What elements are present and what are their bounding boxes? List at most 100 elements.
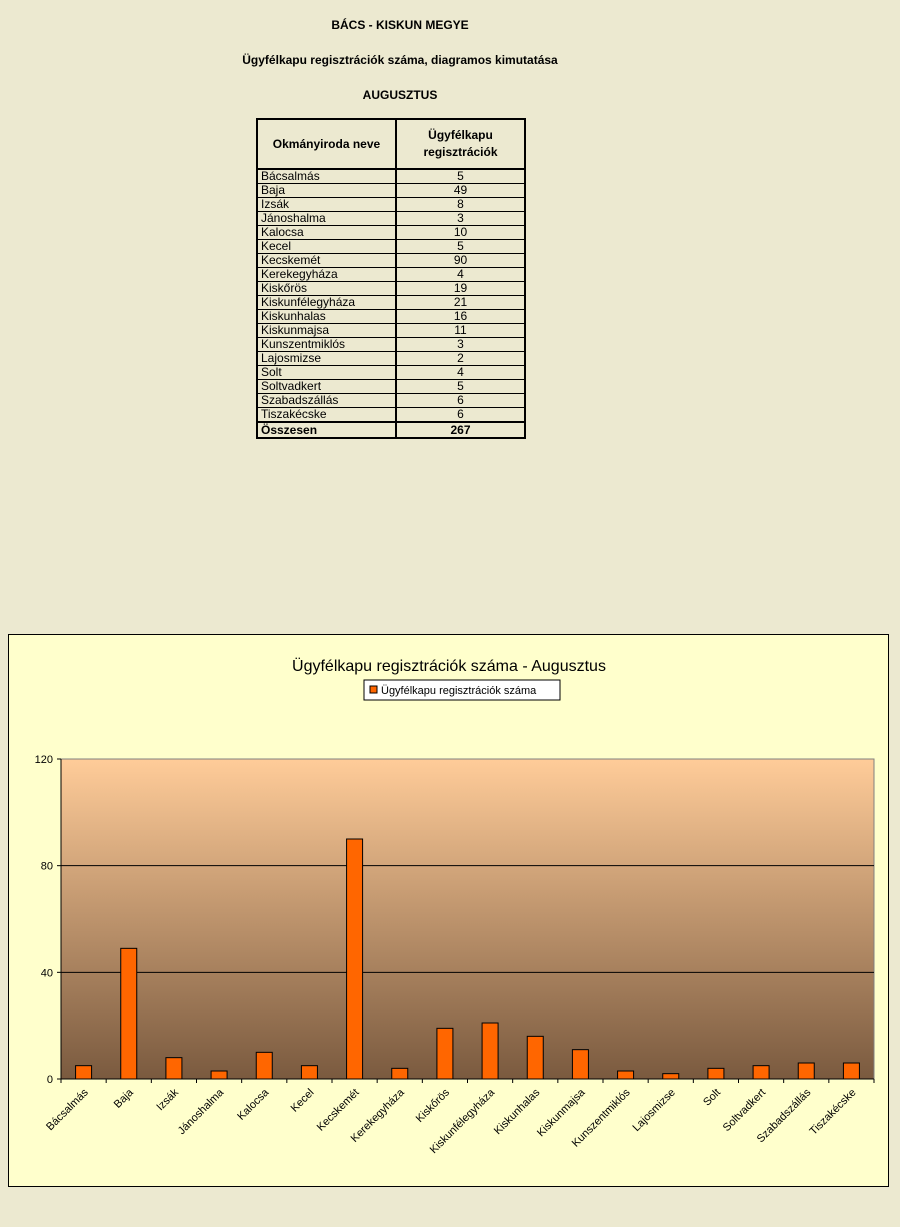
- table-row: Szabadszállás 6: [256, 393, 526, 408]
- bar: [481, 1022, 499, 1080]
- x-tick-label: Kecskemét: [315, 1087, 362, 1134]
- registrations-cell: 4: [395, 365, 526, 380]
- x-tick-label: Baja: [112, 1086, 137, 1111]
- office-name-cell: Jánoshalma: [256, 211, 397, 226]
- bar: [75, 1065, 93, 1080]
- registrations-cell: 19: [395, 281, 526, 296]
- bar-chart: Ügyfélkapu regisztrációk száma - Auguszt…: [35, 657, 875, 1156]
- registrations-cell: 2: [395, 351, 526, 366]
- bar: [662, 1073, 680, 1080]
- registrations-table: Okmányiroda neve Ügyfélkapu regisztráció…: [256, 118, 526, 439]
- table-row: Jánoshalma 3: [256, 211, 526, 226]
- office-name-cell: Baja: [256, 183, 397, 198]
- table-row: Bácsalmás 5: [256, 168, 526, 184]
- office-name-cell: Kiskunmajsa: [256, 323, 397, 338]
- bar: [752, 1065, 770, 1080]
- total-value: 267: [395, 421, 526, 439]
- chart-area: Ügyfélkapu regisztrációk száma - Auguszt…: [8, 634, 889, 1187]
- x-tick-label: Soltvadkert: [721, 1087, 768, 1134]
- report-subtitle: Ügyfélkapu regisztrációk száma, diagramo…: [242, 53, 558, 67]
- registrations-cell: 49: [395, 183, 526, 198]
- bar: [797, 1062, 815, 1080]
- x-tick-label: Kecel: [289, 1087, 317, 1115]
- bar: [571, 1049, 589, 1080]
- x-tick-label: Izsák: [154, 1086, 181, 1113]
- table-row: Baja 49: [256, 183, 526, 198]
- table-body: Bácsalmás 5 Baja 49 Izsák 8 Jánoshalma 3 Kalocsa…: [256, 168, 526, 439]
- table-row: Kiskunfélegyháza 21: [256, 295, 526, 310]
- registrations-cell: 8: [395, 197, 526, 212]
- chart-title: Ügyfélkapu regisztrációk száma - Auguszt…: [292, 657, 606, 675]
- table-row: Tiszakécske 6: [256, 407, 526, 423]
- registrations-cell: 5: [395, 239, 526, 254]
- table-row: Kecskemét 90: [256, 253, 526, 268]
- office-name-cell: Kecel: [256, 239, 397, 254]
- y-tick-label: 0: [47, 1074, 53, 1086]
- table-row: Kiskunmajsa 11: [256, 323, 526, 338]
- registrations-cell: 4: [395, 267, 526, 282]
- x-tick-label: Kalocsa: [235, 1086, 272, 1123]
- office-name-cell: Kecskemét: [256, 253, 397, 268]
- office-name-cell: Kalocsa: [256, 225, 397, 240]
- bar: [120, 947, 138, 1080]
- x-tick-label: Lajosmizse: [630, 1087, 677, 1134]
- table-row: Kalocsa 10: [256, 225, 526, 240]
- office-name-cell: Lajosmizse: [256, 351, 397, 366]
- x-tick-label: Jánoshalma: [176, 1086, 227, 1137]
- registrations-cell: 3: [395, 211, 526, 226]
- registrations-header-line2: regisztrációk: [423, 145, 498, 159]
- bar: [707, 1067, 725, 1080]
- office-name-cell: Solt: [256, 365, 397, 380]
- total-label: Összesen: [256, 421, 397, 439]
- y-tick-label: 120: [35, 754, 53, 766]
- x-tick-label: Kiskőrös: [414, 1086, 453, 1125]
- registrations-cell: 5: [395, 168, 526, 184]
- office-name-cell: Kunszentmiklós: [256, 337, 397, 352]
- legend-box: [363, 679, 561, 701]
- chart-legend: Ügyfélkapu regisztrációk száma: [363, 679, 561, 701]
- x-tick-label: Solt: [701, 1087, 723, 1109]
- office-name-cell: Izsák: [256, 197, 397, 212]
- office-name-cell: Bácsalmás: [256, 168, 397, 184]
- office-name-cell: Szabadszállás: [256, 393, 397, 408]
- table-header-row: Okmányiroda neve Ügyfélkapu regisztráció…: [256, 118, 526, 170]
- registrations-cell: 11: [395, 323, 526, 338]
- table-row: Kerekegyháza 4: [256, 267, 526, 282]
- y-tick-label: 40: [41, 967, 53, 979]
- y-tick-label: 80: [41, 861, 53, 873]
- office-name-cell: Kerekegyháza: [256, 267, 397, 282]
- table-row: Kecel 5: [256, 239, 526, 254]
- bar: [436, 1027, 454, 1080]
- bar: [165, 1057, 183, 1080]
- registrations-cell: 10: [395, 225, 526, 240]
- registrations-cell: 21: [395, 295, 526, 310]
- legend-label: Ügyfélkapu regisztrációk száma: [381, 685, 537, 697]
- bar: [617, 1070, 635, 1080]
- bar: [346, 838, 364, 1080]
- table-row: Kunszentmiklós 3: [256, 337, 526, 352]
- table-row: Soltvadkert 5: [256, 379, 526, 394]
- office-name-cell: Soltvadkert: [256, 379, 397, 394]
- registrations-cell: 16: [395, 309, 526, 324]
- legend-swatch: [369, 685, 378, 694]
- x-tick-label: Bácsalmás: [44, 1086, 91, 1133]
- registrations-cell: 6: [395, 393, 526, 408]
- bar: [255, 1051, 273, 1080]
- registrations-cell: 3: [395, 337, 526, 352]
- table-row: Lajosmizse 2: [256, 351, 526, 366]
- table-row: Kiskőrös 19: [256, 281, 526, 296]
- registrations-header: Ügyfélkapu regisztrációk: [395, 118, 526, 170]
- registrations-cell: 5: [395, 379, 526, 394]
- table-row: Izsák 8: [256, 197, 526, 212]
- bar: [842, 1062, 860, 1080]
- office-name-cell: Kiskunhalas: [256, 309, 397, 324]
- table-row: Kiskunhalas 16: [256, 309, 526, 324]
- office-name-cell: Tiszakécske: [256, 407, 397, 423]
- bar: [210, 1070, 228, 1080]
- bar: [300, 1065, 318, 1080]
- bar: [391, 1067, 409, 1080]
- bar: [526, 1035, 544, 1080]
- registrations-cell: 90: [395, 253, 526, 268]
- total-row: Összesen 267: [256, 421, 526, 439]
